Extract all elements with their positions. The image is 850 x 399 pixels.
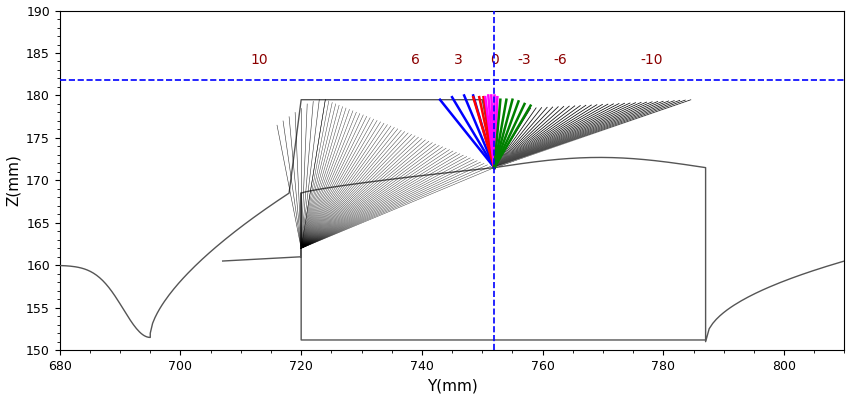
X-axis label: Y(mm): Y(mm) bbox=[427, 378, 478, 393]
Text: -10: -10 bbox=[640, 53, 662, 67]
Y-axis label: Z(mm): Z(mm) bbox=[6, 154, 20, 206]
Text: 6: 6 bbox=[411, 53, 420, 67]
Text: 10: 10 bbox=[250, 53, 268, 67]
Text: -6: -6 bbox=[554, 53, 568, 67]
Text: 0: 0 bbox=[490, 53, 499, 67]
Text: 3: 3 bbox=[454, 53, 462, 67]
Text: -3: -3 bbox=[518, 53, 531, 67]
